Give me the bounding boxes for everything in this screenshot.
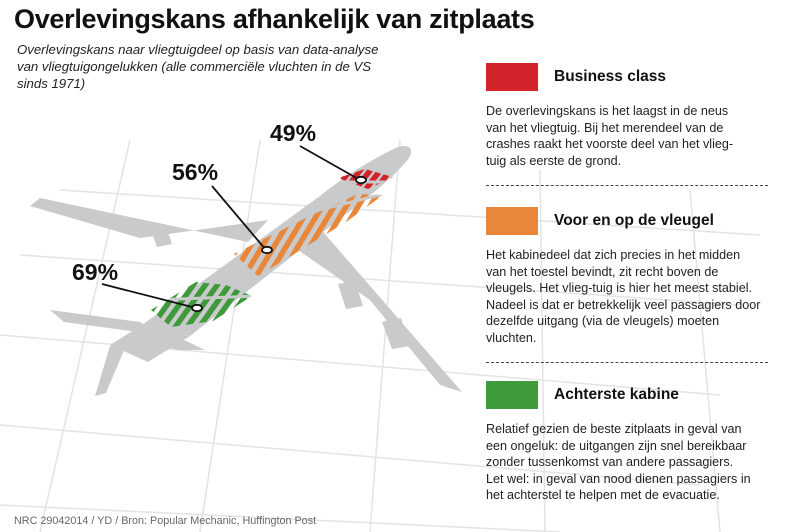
leader-line-rear bbox=[101, 283, 197, 309]
text-line: Let wel: in geval van nood dienen passag… bbox=[486, 471, 751, 486]
legend-rear-text: Relatief gezien de beste zitplaats in ge… bbox=[486, 421, 776, 504]
text-line: De overlevingskans is het laagst in de n… bbox=[486, 104, 729, 118]
legend-rear-title: Achterste kabine bbox=[554, 386, 679, 403]
legend-wing-title: Voor en op de vleugel bbox=[554, 212, 714, 229]
legend-wing-header: Voor en op de vleugel bbox=[486, 207, 776, 235]
legend-wing-text: Het kabinedeel dat zich precies in het m… bbox=[486, 247, 776, 346]
percentage-business: 49% bbox=[270, 120, 316, 146]
page-title: Overlevingskans afhankelijk van zitplaat… bbox=[14, 4, 535, 34]
legend-business-title: Business class bbox=[554, 68, 667, 85]
legend-wing: Voor en op de vleugel Het kabinedeel dat… bbox=[486, 207, 776, 346]
divider-1 bbox=[486, 185, 768, 186]
text-line: het achterstel te helpen met de evacuati… bbox=[486, 488, 720, 502]
marker-wing bbox=[261, 245, 273, 255]
swatch-rear bbox=[486, 381, 538, 409]
text-line: Relatief gezien de beste zitplaats in ge… bbox=[486, 422, 742, 436]
swatch-wing bbox=[486, 207, 538, 235]
text-line: tuig als eerste de grond. bbox=[486, 153, 622, 168]
legend-business: Business class De overlevingskans is het… bbox=[486, 63, 776, 169]
swatch-business bbox=[486, 63, 538, 91]
leader-line-business bbox=[299, 145, 361, 181]
leader-lines bbox=[101, 145, 361, 309]
divider-2 bbox=[486, 362, 768, 363]
percentage-wing: 56% bbox=[172, 159, 218, 185]
text-line: Nadeel is dat er betrekkelijk veel passa… bbox=[486, 297, 761, 312]
text-line: crashes raakt het voorste deel van het v… bbox=[486, 137, 734, 151]
legend-rear: Achterste kabine Relatief gezien de best… bbox=[486, 381, 776, 504]
subtitle: Overlevingskans naar vliegtuigdeel op ba… bbox=[17, 41, 437, 92]
text-line: van het toestel bevindt, zit recht boven… bbox=[486, 264, 719, 279]
subtitle-line-2: van vliegtuigongelukken (alle commerciël… bbox=[17, 59, 372, 74]
text-line: vluchten. bbox=[486, 330, 537, 345]
percentage-rear: 69% bbox=[72, 259, 118, 285]
text-line: Het kabinedeel dat zich precies in het m… bbox=[486, 248, 741, 262]
text-line: vleugels. Het vlieg-tuig is hier het mee… bbox=[486, 281, 752, 295]
leader-line-wing bbox=[211, 185, 267, 251]
text-line: een ongeluk: de uitgangen zijn snel bere… bbox=[486, 438, 747, 453]
legend-rear-header: Achterste kabine bbox=[486, 381, 776, 409]
legend-business-header: Business class bbox=[486, 63, 776, 91]
text-line: dezelfde uitgang (via de vleugels) moete… bbox=[486, 314, 720, 328]
legend-business-text: De overlevingskans is het laagst in de n… bbox=[486, 103, 776, 169]
marker-business bbox=[355, 175, 367, 185]
text-line: van het vliegtuig. Bij het merendeel van… bbox=[486, 120, 724, 135]
text-line: zonder tussenkomst van andere passagiers… bbox=[486, 455, 734, 469]
subtitle-line-3: sinds 1971) bbox=[17, 76, 86, 91]
marker-rear bbox=[191, 303, 203, 313]
subtitle-line-1: Overlevingskans naar vliegtuigdeel op ba… bbox=[17, 42, 379, 57]
source-credit: NRC 29042014 / YD / Bron: Popular Mechan… bbox=[14, 515, 317, 527]
